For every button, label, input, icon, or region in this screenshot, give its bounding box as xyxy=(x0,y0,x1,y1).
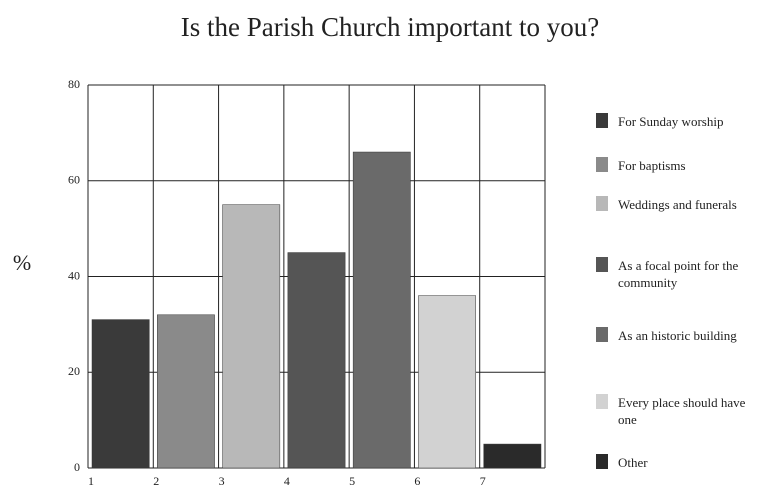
legend-label: For baptisms xyxy=(618,158,686,173)
legend-label: Every place should have one xyxy=(618,395,746,427)
legend-label: As a focal point for the community xyxy=(618,258,739,290)
legend-swatch xyxy=(596,113,608,128)
bar xyxy=(287,252,346,469)
legend-item: As an historic building xyxy=(596,327,756,344)
y-tick-label: 20 xyxy=(68,364,80,378)
bar xyxy=(222,204,281,469)
x-tick-label: 5 xyxy=(349,474,355,488)
x-tick-label: 6 xyxy=(414,474,420,488)
legend-swatch xyxy=(596,327,608,342)
legend-item: Other xyxy=(596,454,756,471)
y-tick-label: 80 xyxy=(68,77,80,91)
bar xyxy=(157,314,215,469)
y-tick-label: 0 xyxy=(74,460,80,474)
legend-label: Weddings and funerals xyxy=(618,197,737,212)
y-tick-label: 40 xyxy=(68,268,80,282)
legend-item: Weddings and funerals xyxy=(596,196,756,213)
x-tick-label: 3 xyxy=(219,474,225,488)
x-tick-label: 4 xyxy=(284,474,290,488)
y-axis-label: % xyxy=(13,250,31,275)
legend-swatch xyxy=(596,454,608,469)
chart-title: Is the Parish Church important to you? xyxy=(181,12,599,42)
bar xyxy=(483,443,542,469)
legend-item: For baptisms xyxy=(596,157,756,174)
x-tick-label: 2 xyxy=(153,474,159,488)
legend-label: Other xyxy=(618,455,648,470)
bar xyxy=(91,319,150,469)
bar xyxy=(352,151,411,469)
x-tick-label: 1 xyxy=(88,474,94,488)
legend-item: Every place should have one xyxy=(596,394,756,428)
legend-item: As a focal point for the community xyxy=(596,257,756,291)
legend-swatch xyxy=(596,257,608,272)
legend-item: For Sunday worship xyxy=(596,113,756,130)
legend-label: As an historic building xyxy=(618,328,737,343)
bar xyxy=(418,295,476,469)
x-tick-label: 7 xyxy=(480,474,486,488)
y-tick-label: 60 xyxy=(68,173,80,187)
legend-swatch xyxy=(596,196,608,211)
legend-label: For Sunday worship xyxy=(618,114,724,129)
legend-swatch xyxy=(596,394,608,409)
legend-swatch xyxy=(596,157,608,172)
